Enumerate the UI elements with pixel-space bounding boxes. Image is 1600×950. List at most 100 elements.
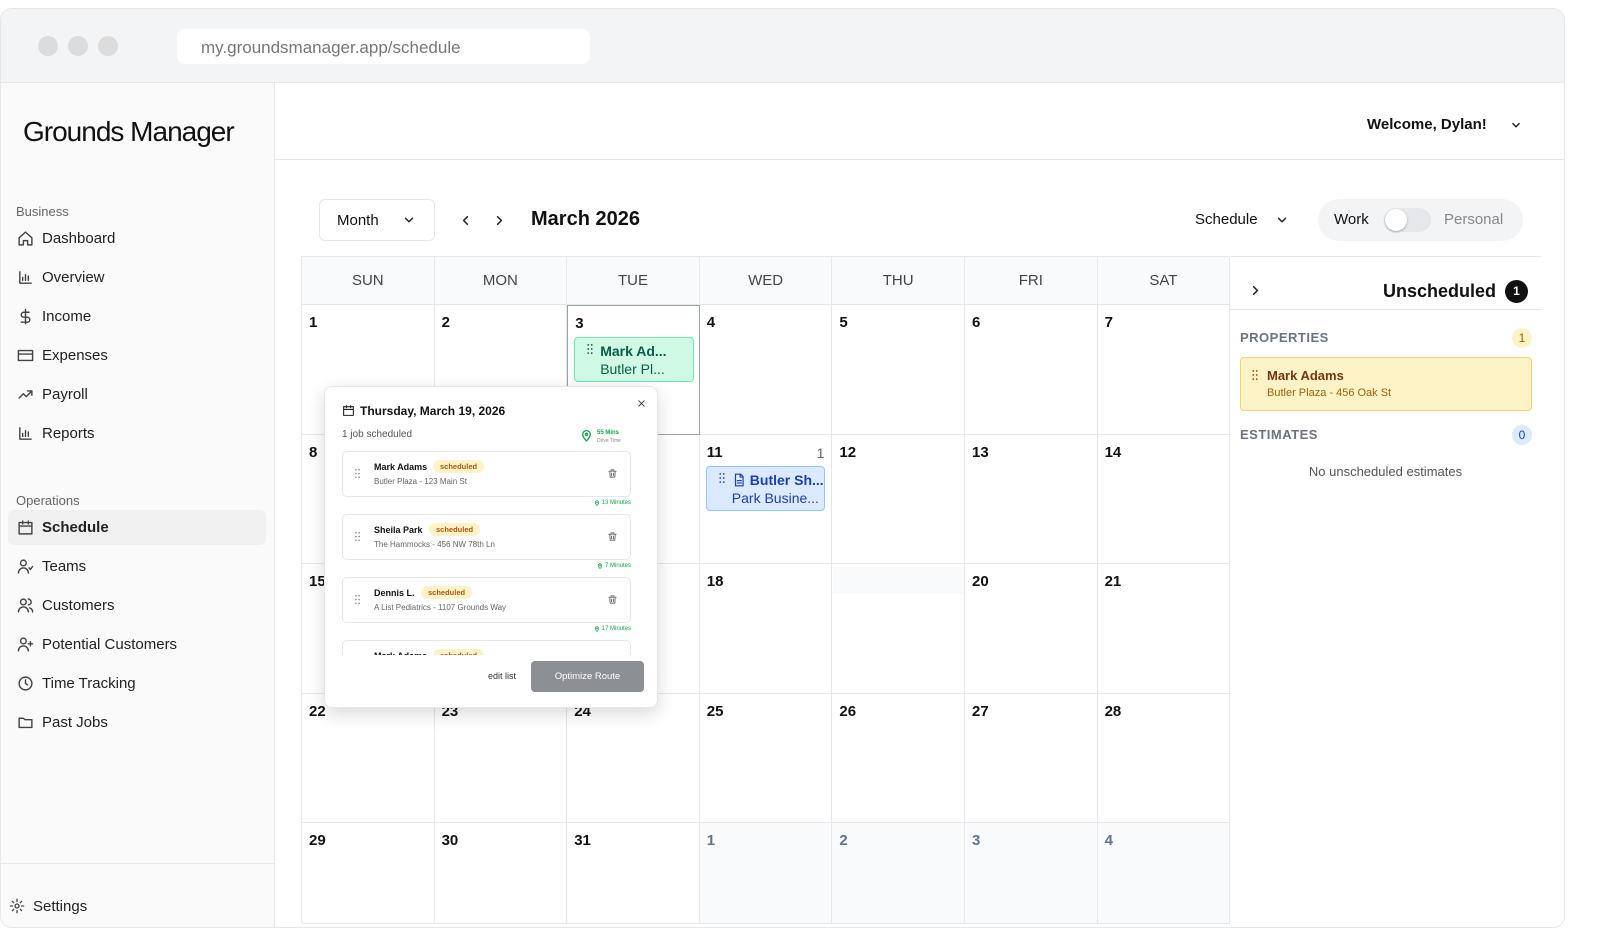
icon-glyph bbox=[608, 532, 617, 541]
day-cell[interactable]: 26 bbox=[832, 693, 965, 824]
day-cell[interactable]: 7 bbox=[1097, 305, 1231, 435]
day-cell[interactable]: 9 bbox=[434, 434, 568, 565]
day-cell[interactable]: 20 bbox=[965, 564, 1098, 694]
icon[interactable] bbox=[1248, 283, 1263, 298]
icon-glyph bbox=[17, 349, 34, 362]
day-cell[interactable]: 11 1 Butler Sh... Park Busine... bbox=[699, 434, 833, 565]
event-chip[interactable]: Butler Sh... Park Busine... bbox=[705, 465, 826, 511]
icon-glyph bbox=[734, 473, 744, 487]
day-cell[interactable]: 18 bbox=[699, 564, 833, 694]
nav-item[interactable]: Potential Customers bbox=[8, 627, 266, 662]
icon[interactable] bbox=[492, 213, 507, 228]
day-cell[interactable]: 22 bbox=[302, 693, 435, 824]
optimize-button[interactable]: Optimize Route bbox=[531, 661, 644, 692]
weekday-header: SUN bbox=[302, 257, 435, 305]
nav-item[interactable]: Dashboard bbox=[8, 221, 266, 256]
day-cell[interactable]: 21 bbox=[1097, 564, 1231, 694]
day-cell[interactable]: 29 bbox=[302, 823, 435, 924]
day-cell[interactable]: 6 bbox=[965, 305, 1098, 435]
event-chip[interactable]: Mark Ad... Butler Pl... bbox=[574, 337, 694, 382]
window-dot[interactable] bbox=[98, 36, 118, 56]
job-card[interactable]: Sheila Park scheduled The Hammocks - 456 N… bbox=[342, 514, 631, 560]
day-cell[interactable]: 16 bbox=[434, 564, 568, 694]
day-number: 3 bbox=[972, 832, 981, 850]
settings[interactable]: Settings bbox=[8, 889, 208, 924]
day-number: 20 bbox=[972, 573, 989, 591]
icon-glyph bbox=[1277, 217, 1287, 223]
day-cell[interactable]: 2 bbox=[832, 823, 965, 924]
window-dot[interactable] bbox=[38, 36, 58, 56]
day-number: 17 bbox=[574, 573, 591, 591]
day-cell[interactable]: 4 bbox=[1097, 823, 1231, 924]
icon[interactable] bbox=[458, 213, 473, 228]
window-dot[interactable] bbox=[68, 36, 88, 56]
nav-item[interactable]: Teams bbox=[8, 549, 266, 584]
day-cell[interactable]: 10 bbox=[567, 434, 700, 565]
day-cell[interactable]: 19 bbox=[832, 564, 965, 694]
icon-glyph bbox=[608, 469, 617, 478]
icon-glyph bbox=[587, 344, 593, 354]
job-card[interactable]: Dennis L. scheduled A List Pediatrics - 11… bbox=[342, 577, 631, 623]
day-cell[interactable]: 8 bbox=[302, 434, 435, 565]
url-bar[interactable]: my.groundsmanager.app/schedule bbox=[177, 29, 590, 64]
day-cell[interactable]: 13 bbox=[965, 434, 1098, 565]
icon bbox=[17, 714, 34, 731]
nav-item[interactable]: Past Jobs bbox=[8, 705, 266, 740]
nav-item[interactable]: Schedule bbox=[8, 510, 266, 545]
drive-label: Drive Time bbox=[597, 438, 621, 444]
job-card[interactable]: Mark Adams scheduled Butler Plaza - 123 Ma… bbox=[342, 451, 631, 497]
event-title: Mark Ad... bbox=[600, 343, 667, 359]
icon[interactable] bbox=[607, 594, 618, 605]
nav-item[interactable]: Overview bbox=[8, 260, 266, 295]
icon bbox=[17, 597, 34, 614]
day-cell[interactable]: 17 bbox=[567, 564, 700, 694]
day-cell[interactable]: 2 bbox=[434, 305, 568, 435]
day-cell[interactable]: 24 bbox=[567, 693, 700, 824]
weekday-label: SUN bbox=[351, 272, 384, 289]
view-select[interactable]: Month bbox=[319, 199, 435, 241]
icon bbox=[17, 675, 34, 692]
work-toggle[interactable]: Work Personal bbox=[1318, 199, 1523, 241]
nav-item[interactable]: Expenses bbox=[8, 338, 266, 373]
icon bbox=[583, 342, 597, 356]
section-label: ESTIMATES bbox=[1240, 427, 1318, 442]
icon[interactable] bbox=[607, 531, 618, 542]
day-number: 10 bbox=[574, 443, 591, 461]
property-card[interactable]: Mark Adams Butler Plaza - 456 Oak St bbox=[1240, 357, 1532, 411]
day-cell[interactable]: 1 bbox=[699, 823, 833, 924]
day-number: 2 bbox=[441, 314, 450, 331]
nav-item[interactable]: Income bbox=[8, 299, 266, 334]
icon bbox=[9, 898, 25, 914]
day-cell[interactable]: 4 bbox=[699, 305, 833, 435]
filter-label[interactable]: Schedule bbox=[1195, 211, 1258, 228]
day-cell[interactable]: 5 bbox=[832, 305, 965, 435]
day-cell[interactable]: 28 bbox=[1097, 693, 1231, 824]
sidebar: Grounds Manager Business Dashboard Overvie… bbox=[1, 83, 275, 927]
edit-list[interactable]: edit list bbox=[488, 671, 517, 681]
day-cell[interactable]: 23 bbox=[434, 693, 568, 824]
day-cell[interactable]: 15 bbox=[302, 564, 435, 694]
chevron[interactable] bbox=[1509, 118, 1523, 132]
day-cell[interactable]: 27 bbox=[965, 693, 1098, 824]
day-cell[interactable]: 30 bbox=[434, 823, 568, 924]
job-card[interactable]: Mark Adams scheduled bbox=[342, 640, 631, 655]
icon bbox=[17, 558, 34, 575]
icon[interactable] bbox=[607, 468, 618, 479]
travel-time: 7 Minutes bbox=[604, 563, 631, 569]
day-number: 14 bbox=[1104, 443, 1122, 461]
day-cell[interactable]: 14 bbox=[1097, 434, 1231, 565]
nav-item[interactable]: Payroll bbox=[8, 377, 266, 412]
day-cell[interactable]: 3 Mark Ad... Butler Pl... bbox=[567, 305, 700, 435]
icon[interactable] bbox=[636, 398, 647, 409]
nav-item[interactable]: Time Tracking bbox=[8, 666, 266, 701]
day-cell[interactable]: 1 bbox=[302, 305, 435, 435]
nav-item[interactable]: Reports bbox=[8, 416, 266, 451]
day-cell[interactable]: 31 bbox=[567, 823, 700, 924]
event-subtitle: Butler Pl... bbox=[600, 361, 665, 377]
welcome[interactable]: Welcome, Dylan! bbox=[1367, 116, 1487, 133]
day-cell[interactable]: 12 bbox=[832, 434, 965, 565]
icon-glyph bbox=[597, 563, 603, 569]
nav-item[interactable]: Customers bbox=[8, 588, 266, 623]
day-cell[interactable]: 3 bbox=[965, 823, 1098, 924]
day-cell[interactable]: 25 bbox=[699, 693, 833, 824]
